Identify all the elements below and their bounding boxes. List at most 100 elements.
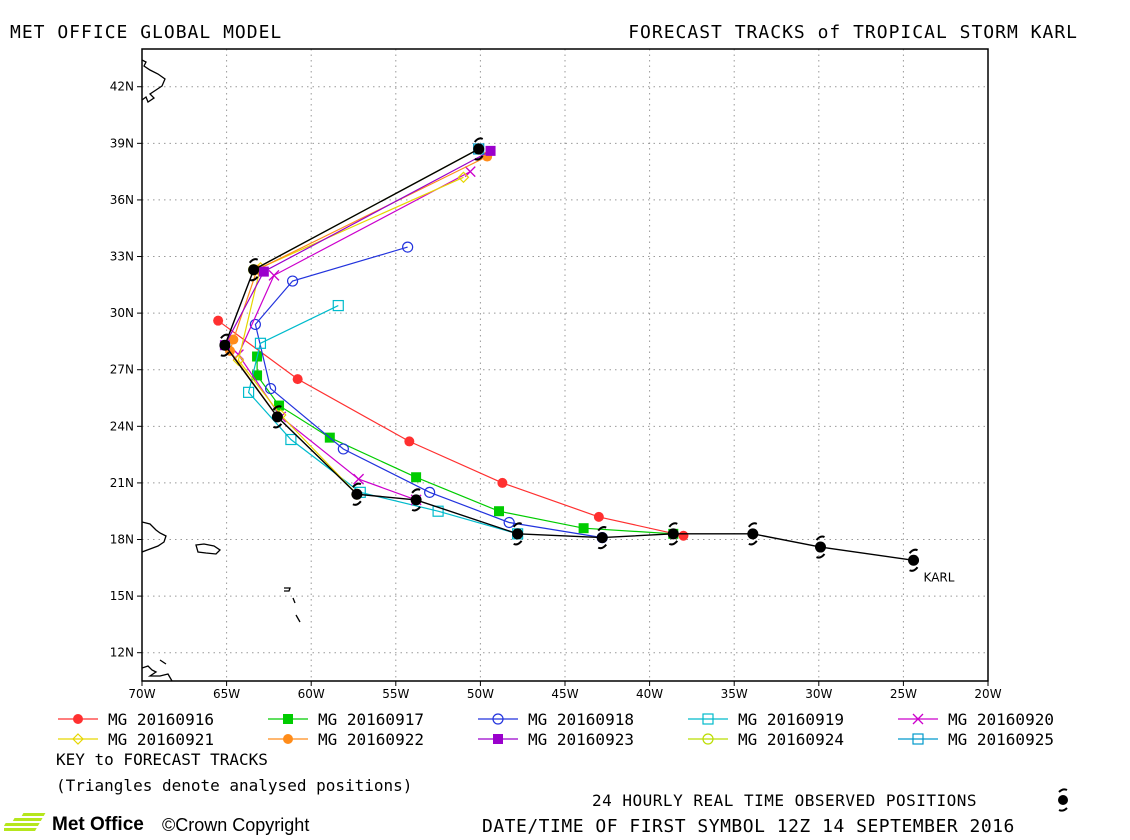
legend-label: MG 20160920 [948,709,1054,729]
lon-tick-label: 70W [128,687,155,701]
lat-tick-label: 36N [110,193,134,207]
legend-label: MG 20160921 [108,729,214,749]
forecast-track [213,315,689,541]
chart-title: FORECAST TRACKS of TROPICAL STORM KARL [628,22,1078,43]
legend-marker [493,734,503,744]
lat-tick-label: 27N [110,363,134,377]
hurricane-symbol-arm [411,488,421,494]
hurricane-symbol-arm [668,522,678,528]
forecast-track-line [224,150,491,346]
legend-item: MG 20160920 [896,710,1106,729]
map-gridlines [141,49,989,681]
hurricane-symbol-arm [272,405,282,411]
legend-symbol-icon [478,734,518,744]
legend-label: MG 20160919 [738,709,844,729]
hurricane-symbol-core [219,339,231,351]
legend-label: MG 20160916 [108,709,214,729]
legend-row: MG 20160921 MG 20160922 MG 20160923 MG 2016… [56,729,1116,749]
lon-tick-label: 30W [805,687,832,701]
met-office-logo-text: Met Office [52,814,144,835]
observed-position-symbol [271,405,283,429]
observed-track [219,137,920,572]
hurricane-symbol-arm [597,543,608,550]
lat-tick-label: 33N [110,250,134,264]
legend-item: MG 20160922 [266,730,476,749]
legend-symbol-icon [688,733,728,745]
observed-position-symbol [596,526,608,550]
forecast-position-marker [292,374,303,385]
lon-tick-label: 65W [213,687,240,701]
forecast-map: 42N 39N 36N 33N 30N 27N 24N 21N 18N 15N 12N 70W 65W 6… [110,48,1002,701]
lat-tick-label: 42N [110,80,134,94]
hurricane-symbol-arm [411,506,421,512]
legend-item: MG 20160925 [896,730,1106,749]
observed-position-symbol [667,522,679,546]
forecast-track-line [256,356,674,535]
coastline-north-america [142,59,166,103]
observed-position-symbol [814,535,826,559]
forecast-position-marker [432,505,444,517]
forecast-position-marker [337,443,349,455]
hurricane-symbol-core [908,554,920,566]
lon-tick-label: 50W [467,687,494,701]
forecast-position-marker [228,334,239,345]
hurricane-symbol-arm [512,522,523,528]
legend-label: MG 20160924 [738,729,844,749]
hurricane-symbol-arm [815,535,825,541]
hurricane-symbol-arm [909,566,919,572]
hurricane-symbol-core [512,528,524,540]
lat-tick-label: 39N [110,136,134,150]
hurricane-symbol-icon [1058,788,1068,812]
hurricane-symbol-arm [473,137,484,143]
forecast-position-marker [353,473,365,485]
legend-symbol-icon [898,713,938,725]
met-office-logo: Met Office [4,812,144,838]
forecast-position-marker [242,386,255,398]
forecast-position-marker [411,472,422,483]
lon-tick-label: 35W [721,687,748,701]
lon-tick-label: 45W [551,687,578,701]
observed-position-symbol [512,522,524,546]
hurricane-symbol-arm [908,548,918,554]
forecast-track-line [217,320,684,537]
observed-position-symbol [473,137,485,161]
forecast-position-marker [485,145,496,156]
forecast-track [232,171,470,501]
forecast-position-marker [402,241,414,253]
hurricane-symbol-arm [513,540,523,546]
legend-marker [492,713,504,725]
hurricane-symbol-arm [668,540,679,546]
lon-tick-label: 55W [382,687,409,701]
hurricane-symbol-core [248,264,260,276]
axis-tick-labels: 42N 39N 36N 33N 30N 27N 24N 21N 18N 15N 12N 70W 65W 6… [110,80,1002,701]
forecast-position-marker [258,266,269,277]
legend-symbol-icon [268,714,308,724]
forecast-position-marker [332,299,344,312]
forecast-position-marker [213,315,224,326]
legend-marker [912,733,924,745]
legend-entries: MG 20160916 MG 20160917 MG 20160918 MG 2016… [56,709,1116,749]
legend-marker [283,734,293,744]
legend-item: MG 20160918 [476,710,686,729]
legend-symbol-icon [58,714,98,724]
hurricane-symbol-arm [248,258,259,264]
lat-tick-label: 30N [110,306,134,320]
lat-tick-label: 18N [110,533,134,547]
hurricane-symbol-arm [352,500,362,506]
coastline-puerto-rico [284,587,291,592]
observed-position-symbol [908,548,920,572]
hurricane-symbol-core [473,143,485,155]
legend-item: MG 20160923 [476,730,686,749]
legend-symbol-icon [688,713,728,725]
forecast-position-marker [678,530,689,541]
forecast-track [249,241,608,544]
lat-tick-label: 15N [110,589,134,603]
observed-track-line [224,148,914,561]
legend: MG 20160916 MG 20160917 MG 20160918 MG 2016… [56,709,1116,795]
observed-position-symbol [747,522,759,546]
forecast-position-marker [249,318,261,331]
legend-label: MG 20160917 [318,709,424,729]
legend-row: MG 20160916 MG 20160917 MG 20160918 MG 2016… [56,709,1116,729]
forecast-position-marker [286,275,299,287]
copyright-notice: ©Crown Copyright [162,815,310,835]
